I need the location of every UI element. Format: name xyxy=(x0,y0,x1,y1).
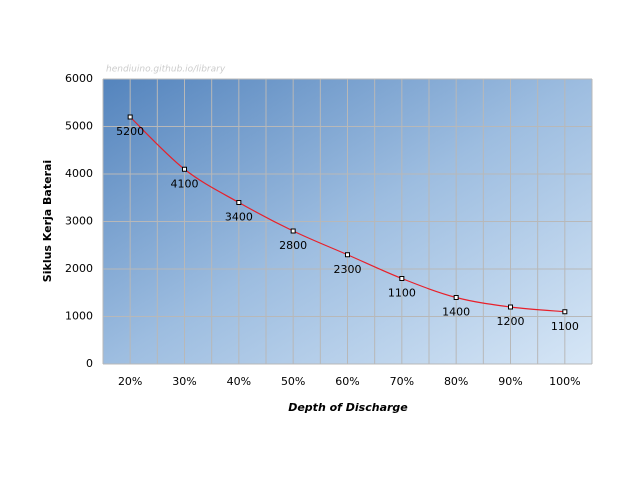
data-point xyxy=(345,252,350,258)
y-tick-label: 4000 xyxy=(65,167,93,180)
x-tick-label: 90% xyxy=(498,375,522,388)
data-point xyxy=(182,166,187,172)
x-tick-label: 70% xyxy=(390,375,414,388)
x-axis-title: Depth of Discharge xyxy=(288,401,408,414)
x-tick-label: 20% xyxy=(118,375,142,388)
y-tick-label: 6000 xyxy=(65,72,93,85)
y-axis-title: Siklus Kerja Baterai xyxy=(41,160,54,282)
point-label: 1400 xyxy=(442,306,470,319)
y-tick-label: 3000 xyxy=(65,215,93,228)
point-label: 1200 xyxy=(497,315,525,328)
point-label: 4100 xyxy=(171,177,199,190)
point-label: 1100 xyxy=(388,287,416,300)
data-point xyxy=(127,114,133,120)
y-tick-label: 2000 xyxy=(65,262,93,275)
point-label: 2300 xyxy=(334,263,362,276)
point-label: 1100 xyxy=(551,320,579,333)
y-tick-label: 5000 xyxy=(65,120,93,133)
data-point xyxy=(290,228,296,234)
point-label: 2800 xyxy=(279,239,307,252)
point-label: 3400 xyxy=(225,211,253,224)
x-tick-label: 60% xyxy=(335,375,359,388)
y-tick-label: 1000 xyxy=(65,310,93,323)
data-point xyxy=(508,304,513,310)
x-tick-label: 30% xyxy=(172,375,196,388)
x-tick-label: 50% xyxy=(281,375,305,388)
x-tick-label: 100% xyxy=(549,375,580,388)
watermark: hendiuino.github.io/library xyxy=(106,65,226,75)
data-point xyxy=(236,200,242,205)
point-label: 5200 xyxy=(116,125,144,138)
data-point xyxy=(562,309,568,315)
x-tick-label: 40% xyxy=(227,375,251,388)
data-point xyxy=(453,295,459,300)
data-point xyxy=(399,276,405,281)
x-tick-label: 80% xyxy=(444,375,468,388)
y-tick-label: 0 xyxy=(86,357,93,370)
